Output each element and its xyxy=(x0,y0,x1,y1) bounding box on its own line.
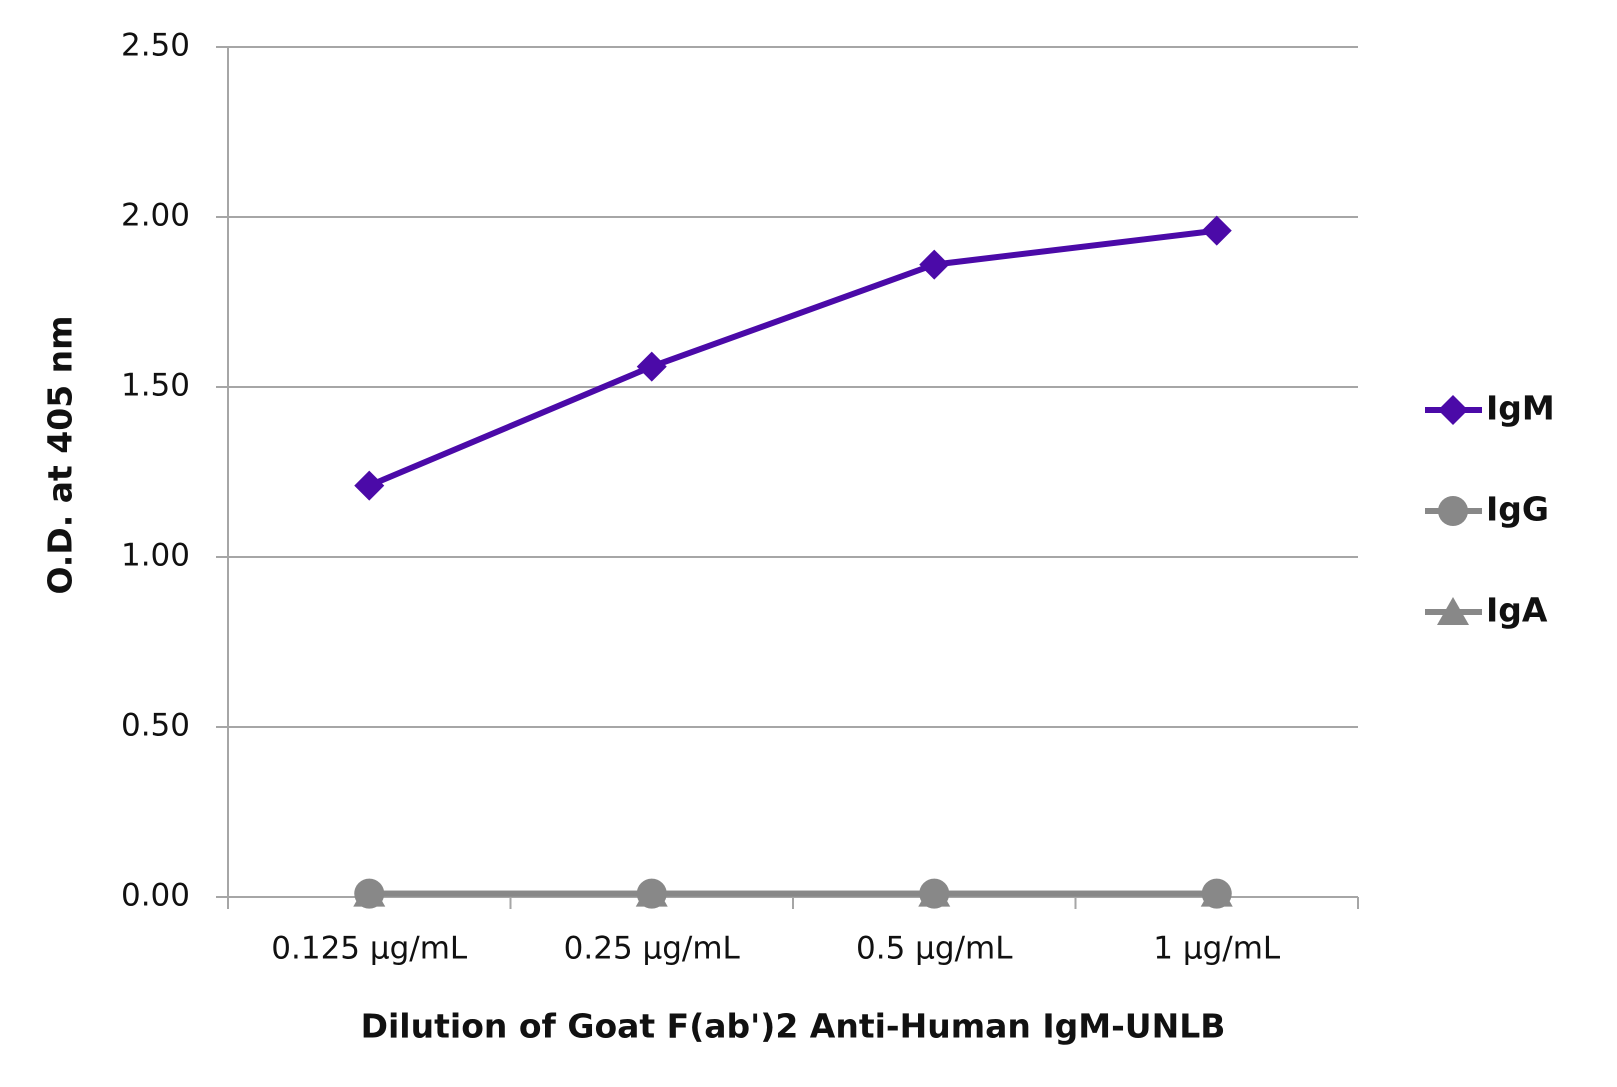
data-point xyxy=(919,878,950,909)
legend-label: IgA xyxy=(1486,591,1548,630)
x-tick-label: 0.125 µg/mL xyxy=(271,931,468,967)
legend-marker xyxy=(1437,597,1469,625)
x-tick-label: 0.25 µg/mL xyxy=(564,931,741,967)
legend-marker xyxy=(1438,395,1468,425)
x-axis-title: Dilution of Goat F(ab')2 Anti-Human IgM-… xyxy=(361,1007,1226,1046)
y-tick-label: 1.50 xyxy=(121,368,190,404)
legend-label: IgG xyxy=(1486,490,1549,529)
series-line xyxy=(368,227,1218,489)
y-axis-title: O.D. at 405 nm xyxy=(41,315,80,594)
data-point xyxy=(354,878,385,909)
data-point xyxy=(1201,878,1232,909)
data-point xyxy=(1201,215,1232,246)
data-point xyxy=(354,470,385,501)
x-tick-label: 0.5 µg/mL xyxy=(856,931,1013,967)
y-tick-label: 2.00 xyxy=(121,198,190,234)
legend-label: IgM xyxy=(1486,389,1555,428)
legend-marker xyxy=(1438,496,1468,526)
data-point xyxy=(636,351,667,382)
y-tick-label: 1.00 xyxy=(121,538,190,574)
data-point xyxy=(919,249,950,280)
y-tick-label: 0.00 xyxy=(121,878,190,914)
data-point xyxy=(636,878,667,909)
y-tick-label: 0.50 xyxy=(121,708,190,744)
x-tick-label: 1 µg/mL xyxy=(1153,931,1281,967)
y-tick-label: 2.50 xyxy=(121,28,190,64)
